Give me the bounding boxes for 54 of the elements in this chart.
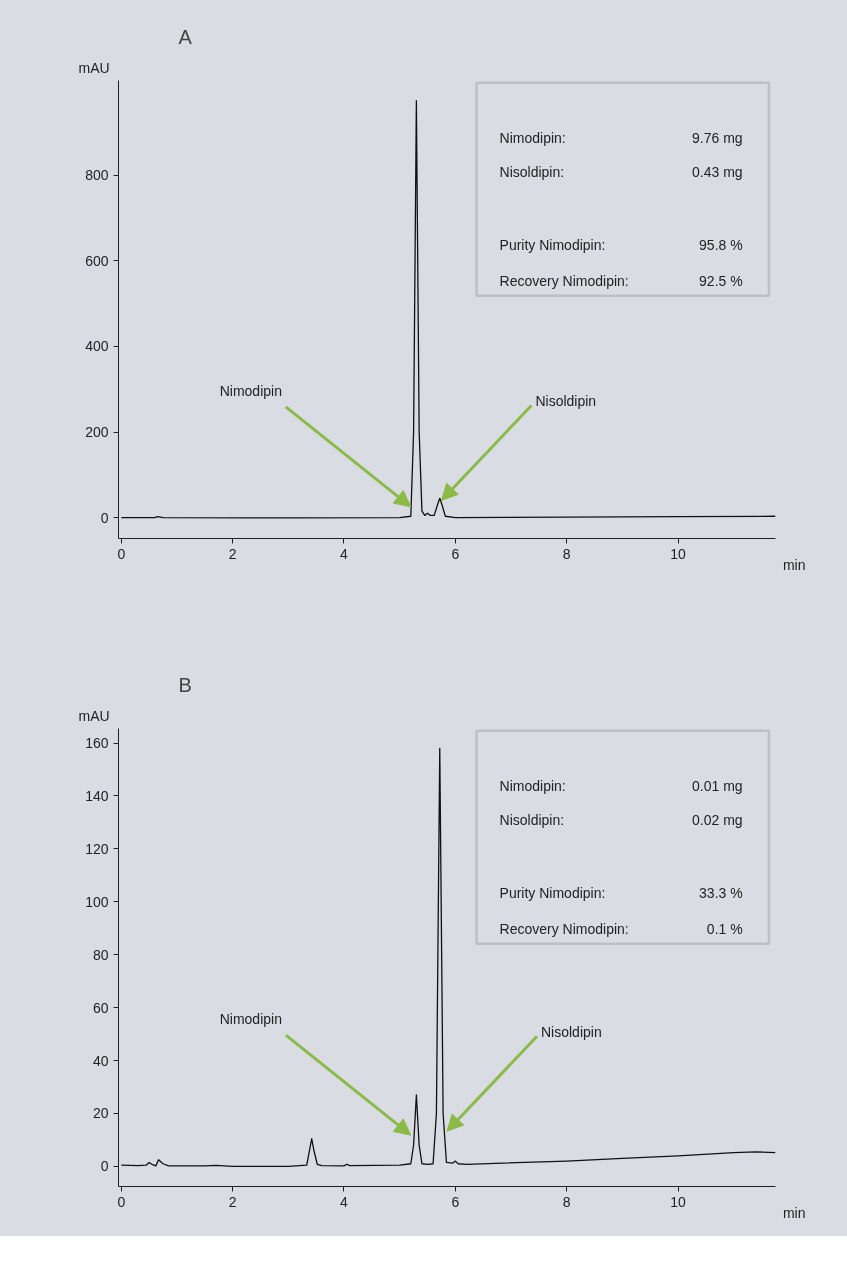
y-tick-label: 400: [85, 338, 109, 355]
y-tick-label: 800: [85, 167, 109, 184]
x-tick-label: 2: [228, 1193, 237, 1210]
y-tick-label: 0: [100, 1158, 109, 1175]
y-tick-label: 20: [92, 1105, 109, 1122]
annotation: Recovery Nimodipin:: [499, 920, 629, 937]
y-tick-label: 200: [85, 424, 109, 441]
annotation: Nisoldipin:: [499, 812, 565, 829]
x-tick-label: 0: [117, 1193, 126, 1210]
x-tick-label: 8: [562, 1193, 571, 1210]
x-tick-label: 0: [117, 545, 126, 562]
annotation: Nisoldipin: [541, 1024, 602, 1041]
annotation: Nimodipin: [219, 382, 282, 399]
y-tick-label: 100: [85, 893, 109, 910]
y-tick-label: 120: [85, 840, 109, 857]
x-tick-label: 8: [562, 545, 571, 562]
annotation: 0.43 mg: [692, 164, 743, 181]
annotation: Purity Nimodipin:: [499, 885, 606, 902]
chart-title: B: [178, 673, 192, 696]
x-tick-label: 4: [340, 1193, 349, 1210]
annotation: Purity Nimodipin:: [499, 237, 606, 254]
x-tick-label: 6: [451, 1193, 460, 1210]
annotation: Nimodipin:: [499, 778, 566, 795]
y-tick-label: 600: [85, 252, 109, 269]
y-axis-title: mAU: [78, 707, 110, 724]
x-axis-title: min: [782, 1204, 806, 1221]
annotation: 9.76 mg: [692, 130, 743, 147]
annotation: Nisoldipin: [535, 393, 597, 410]
x-tick-label: 2: [228, 545, 237, 562]
x-tick-label: 10: [670, 545, 687, 562]
annotation: 33.3 %: [699, 885, 743, 902]
annotation: Nimodipin:: [499, 130, 566, 147]
chart-title: A: [178, 25, 193, 48]
y-tick-label: 40: [92, 1052, 109, 1069]
y-tick-label: 160: [85, 735, 109, 752]
x-axis-title: min: [782, 556, 806, 573]
y-tick-label: 80: [92, 946, 109, 963]
y-axis-title: mAU: [78, 59, 110, 76]
x-tick-label: 10: [670, 1193, 687, 1210]
annotation: Nisoldipin:: [499, 164, 565, 181]
annotation: Nimodipin: [219, 1011, 282, 1028]
annotation: 0.01 mg: [692, 778, 743, 795]
line-series: [120, 99, 776, 519]
y-tick-label: 140: [85, 787, 109, 804]
annotation: Recovery Nimodipin:: [499, 272, 629, 289]
y-tick-label: 0: [100, 509, 109, 526]
x-tick-label: 4: [340, 545, 349, 562]
annotation: 0.02 mg: [692, 812, 743, 829]
line-series: [120, 747, 776, 1168]
annotation: 92.5 %: [699, 272, 743, 289]
annotation: 95.8 %: [699, 237, 743, 254]
x-tick-label: 6: [451, 545, 460, 562]
annotation: 0.1 %: [706, 920, 743, 937]
y-tick-label: 60: [92, 999, 109, 1016]
